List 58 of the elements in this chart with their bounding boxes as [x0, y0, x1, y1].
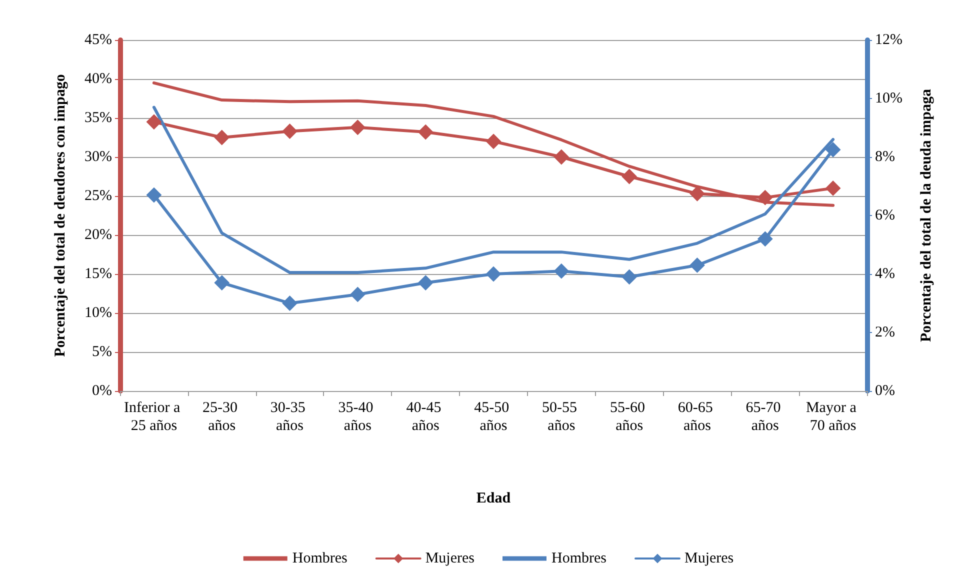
- y2-tick-label: 10%: [875, 90, 902, 106]
- legend-label: Hombres: [552, 550, 607, 566]
- y2-tick-label: 8%: [875, 149, 895, 165]
- point: [554, 264, 569, 279]
- point: [282, 124, 298, 139]
- y2-tick-label: 12%: [875, 32, 902, 48]
- x-axis-title: Edad: [476, 490, 512, 506]
- point: [690, 186, 705, 202]
- y-tick-label: 10%: [84, 305, 112, 321]
- point: [146, 114, 162, 130]
- y2-axis-title: Porcentaje del total de la deuda impaga: [918, 88, 934, 342]
- point: [418, 124, 434, 140]
- point: [622, 169, 637, 184]
- x-tick-label: 35-40 años: [338, 400, 378, 434]
- x-tick-label: Mayor a 70 años: [806, 400, 860, 434]
- y2-tick-label: 6%: [875, 208, 895, 224]
- point: [826, 180, 841, 196]
- point: [486, 266, 501, 282]
- x-tick-label: 55-60 años: [610, 400, 649, 434]
- y2-tick-label: 4%: [875, 266, 895, 282]
- y2-tick-label: 0%: [875, 383, 895, 399]
- x-tick-label: 30-35 años: [270, 400, 310, 434]
- point: [214, 275, 230, 290]
- y2-tick-label: 2%: [875, 324, 895, 340]
- point: [622, 269, 637, 284]
- point: [350, 286, 366, 302]
- y-axis-title: Porcentaje del total de deudores con impago: [52, 74, 68, 357]
- point: [418, 275, 434, 290]
- point: [282, 296, 298, 311]
- x-tick-label: 40-45 años: [406, 400, 445, 434]
- x-tick-label: 25-30 años: [202, 400, 242, 434]
- legend-label: Mujeres: [684, 550, 734, 566]
- y-tick-label: 25%: [84, 188, 112, 204]
- x-tick-label: 45-50 años: [474, 400, 513, 434]
- legend-label: Hombres: [292, 550, 348, 566]
- y-tick-label: 40%: [84, 71, 112, 87]
- point: [350, 120, 366, 135]
- y-tick-label: 0%: [92, 383, 112, 399]
- y-tick-label: 5%: [92, 344, 112, 360]
- point: [214, 130, 230, 145]
- point: [146, 188, 162, 203]
- point: [554, 150, 569, 164]
- x-tick-label: 50-55 años: [542, 400, 581, 434]
- line-series: [152, 81, 835, 207]
- y-tick-label: 30%: [84, 149, 112, 165]
- y-tick-label: 20%: [84, 227, 112, 243]
- legend-label: Mujeres: [425, 550, 475, 566]
- point: [826, 142, 841, 158]
- point: [758, 231, 773, 246]
- point: [690, 258, 705, 273]
- point: [486, 134, 501, 149]
- x-tick-label: Inferior a 25 años: [124, 400, 184, 434]
- y-tick-label: 15%: [84, 266, 112, 282]
- y-tick-label: 45%: [84, 32, 112, 48]
- x-tick-label: 60-65 años: [678, 400, 717, 434]
- y-tick-label: 35%: [84, 110, 112, 126]
- point: [758, 190, 773, 206]
- x-tick-label: 65-70 años: [746, 400, 785, 434]
